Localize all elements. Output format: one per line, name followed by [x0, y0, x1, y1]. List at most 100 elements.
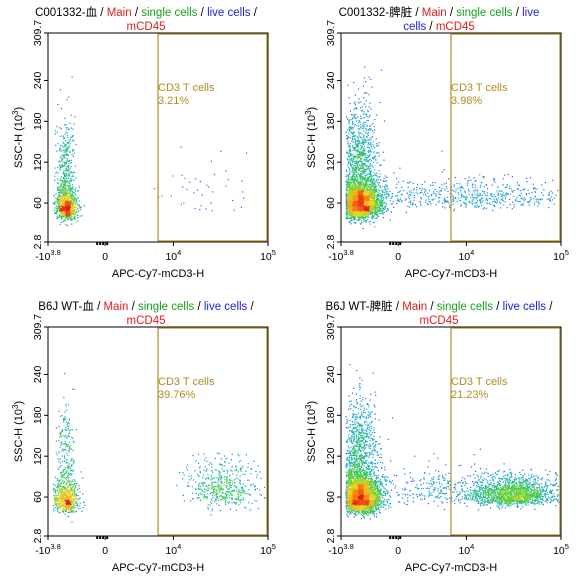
event-dot — [74, 190, 76, 192]
event-dot — [438, 191, 440, 193]
title-part: C001332-脾脏 — [338, 7, 413, 19]
event-dot — [63, 200, 66, 202]
event-dot — [357, 190, 359, 192]
event-dot — [446, 187, 448, 189]
event-dot — [366, 219, 368, 221]
event-dot — [61, 166, 63, 168]
event-dot — [415, 191, 417, 193]
event-dot — [360, 123, 362, 126]
event-dot — [361, 193, 363, 195]
event-dot — [62, 165, 64, 167]
event-dot — [361, 221, 363, 223]
event-dot — [352, 213, 354, 216]
event-dot — [54, 202, 56, 204]
event-dot — [364, 177, 367, 179]
event-dot — [352, 212, 354, 215]
event-dot — [350, 183, 352, 185]
cd3-gate[interactable] — [157, 33, 268, 242]
event-dot — [365, 164, 367, 167]
event-dot — [346, 164, 349, 166]
event-dot — [351, 164, 353, 166]
event-dot — [384, 191, 386, 193]
event-dot — [373, 194, 375, 196]
event-dot — [354, 117, 356, 119]
event-dot — [363, 192, 365, 194]
event-dot — [439, 190, 441, 192]
event-dot — [513, 206, 515, 208]
event-dot — [365, 185, 367, 187]
event-dot — [365, 113, 367, 115]
event-dot — [357, 154, 360, 157]
event-dot — [359, 148, 361, 150]
event-dot — [57, 202, 60, 204]
event-dot — [373, 171, 375, 173]
event-dot — [486, 192, 489, 194]
event-dot — [452, 203, 454, 205]
event-dot — [471, 193, 473, 195]
event-dot — [360, 210, 362, 212]
event-dot — [362, 155, 364, 157]
event-dot — [382, 205, 384, 207]
event-dot — [369, 198, 371, 200]
event-dot — [517, 184, 519, 186]
event-dot — [67, 199, 69, 201]
event-dot — [58, 192, 61, 194]
event-dot — [381, 208, 384, 210]
event-dot — [365, 220, 367, 222]
event-dot — [61, 202, 63, 204]
event-dot — [72, 208, 74, 210]
event-dot — [349, 195, 351, 197]
event-dot — [66, 135, 69, 137]
event-dot — [56, 210, 58, 212]
event-dot — [79, 206, 81, 208]
event-dot — [482, 201, 484, 203]
event-dot — [399, 199, 401, 201]
event-dot — [370, 173, 372, 175]
event-dot — [357, 157, 359, 159]
event-dot — [503, 204, 505, 206]
event-dot — [347, 161, 350, 163]
event-dot — [369, 159, 371, 161]
event-dot — [408, 206, 411, 208]
event-dot — [350, 223, 352, 225]
event-dot — [365, 212, 367, 214]
gate-name: CD3 T cells — [158, 82, 215, 94]
event-dot — [353, 194, 355, 196]
event-dot — [376, 197, 378, 199]
event-dot — [54, 133, 56, 135]
event-dot — [59, 189, 61, 191]
event-dot — [70, 214, 72, 216]
event-dot — [350, 195, 352, 198]
event-dot — [374, 119, 376, 121]
event-dot — [76, 198, 78, 200]
event-dot — [63, 209, 65, 211]
event-dot — [74, 216, 76, 218]
event-dot — [66, 197, 68, 199]
event-dot — [400, 201, 402, 203]
event-dot — [346, 212, 348, 214]
event-dot — [384, 206, 386, 208]
event-dot — [214, 173, 216, 176]
event-dot — [499, 201, 501, 203]
event-dot — [366, 180, 368, 182]
event-dot — [66, 202, 68, 204]
event-dot — [479, 193, 482, 195]
event-dot — [357, 212, 359, 214]
event-dot — [68, 170, 71, 172]
event-dot — [361, 217, 363, 219]
event-dot — [480, 197, 482, 199]
event-dot — [362, 85, 364, 87]
event-dot — [373, 180, 375, 182]
event-dot — [60, 155, 62, 157]
event-dot — [62, 202, 64, 204]
event-dot — [66, 207, 68, 209]
event-dot — [345, 181, 347, 183]
event-dot — [366, 209, 368, 211]
event-dot — [363, 97, 365, 99]
event-dot — [374, 196, 376, 199]
event-dot — [346, 152, 348, 154]
event-dot — [410, 192, 412, 194]
event-dot — [359, 184, 361, 186]
event-dot — [65, 203, 67, 205]
event-dot — [70, 159, 72, 161]
